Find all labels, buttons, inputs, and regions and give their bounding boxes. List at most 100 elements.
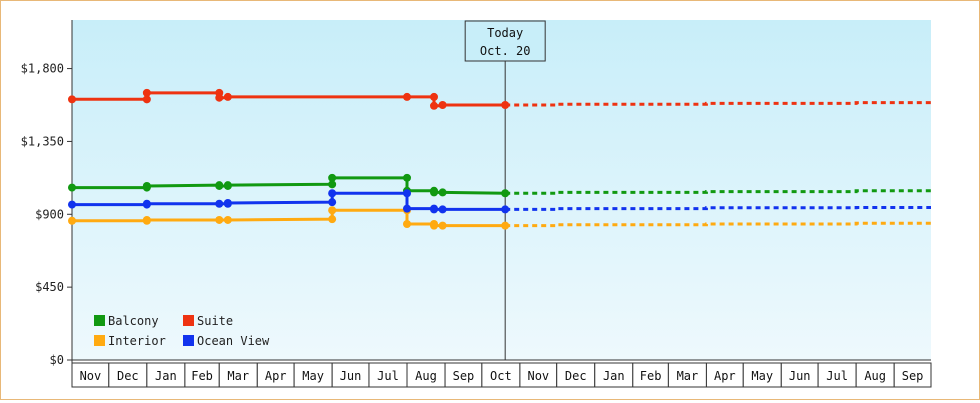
month-box (146, 362, 186, 388)
data-point-ocean-view (328, 198, 337, 207)
month-box (780, 362, 819, 388)
month-box (855, 362, 895, 388)
month-label: Mar (227, 369, 249, 383)
month-box (817, 362, 857, 388)
data-point-suite (430, 101, 439, 110)
month-label: Aug (415, 369, 437, 383)
data-point-balcony (438, 188, 447, 197)
data-point-balcony (430, 188, 439, 197)
month-label: Nov (80, 369, 102, 383)
data-point-ocean-view (403, 204, 412, 213)
data-point-ocean-view (430, 205, 439, 214)
data-point-interior (403, 220, 412, 228)
legend-label-suite: Suite (197, 314, 233, 328)
month-box (519, 362, 558, 388)
data-point-balcony (68, 183, 76, 192)
month-label: Nov (527, 369, 549, 383)
month-box (556, 362, 596, 388)
month-label: Jul (377, 369, 399, 383)
legend-swatch-balcony (94, 315, 105, 326)
today-box (464, 20, 546, 62)
legend-swatch-suite (183, 315, 194, 326)
month-box (71, 362, 110, 388)
month-label: Jan (155, 369, 177, 383)
month-box (444, 362, 483, 388)
month-box (742, 362, 782, 388)
month-label: May (302, 369, 324, 383)
y-tick-label: $450 (35, 280, 64, 294)
month-label: Jun (340, 369, 362, 383)
data-point-interior (430, 221, 439, 230)
y-tick-label: $900 (35, 207, 64, 221)
data-point-balcony (501, 189, 510, 198)
data-point-interior (142, 215, 151, 224)
month-box (368, 362, 408, 388)
month-label: Apr (714, 369, 736, 383)
y-tick-label: $1,350 (21, 134, 64, 148)
data-point-suite (223, 92, 232, 101)
series-layer (68, 88, 931, 230)
data-point-suite (403, 92, 412, 101)
month-label: Aug (864, 369, 886, 383)
y-tick-label: $1,800 (21, 62, 64, 76)
today-marker: Today Oct. 20 (464, 20, 546, 360)
data-point-interior (68, 216, 76, 225)
month-label: Apr (265, 369, 287, 383)
month-label: Feb (640, 369, 662, 383)
forecast-line-interior (505, 221, 931, 228)
data-point-ocean-view (328, 189, 337, 198)
data-point-interior (223, 215, 232, 224)
data-point-interior (215, 215, 224, 224)
forecast-line-suite (505, 101, 931, 107)
data-point-balcony (328, 180, 337, 189)
forecast-line-ocean-view (505, 206, 931, 211)
data-point-balcony (142, 181, 151, 190)
data-point-balcony (215, 181, 224, 190)
month-box (256, 362, 295, 388)
data-point-suite (68, 95, 76, 104)
forecast-line-balcony (505, 189, 931, 195)
data-point-balcony (328, 173, 337, 182)
data-point-ocean-view (438, 205, 447, 214)
data-point-interior (501, 221, 510, 230)
data-point-suite (430, 92, 439, 101)
data-point-ocean-view (68, 200, 76, 209)
data-point-balcony (403, 173, 412, 182)
legend-swatch-ocean-view (183, 335, 194, 346)
x-axis: Nov Dec Jan Feb Mar Apr May Jun Jul Aug Sep Oct Nov D… (71, 359, 932, 388)
data-point-ocean-view (501, 205, 510, 214)
month-label: May (751, 369, 773, 383)
today-date-label: Oct. 20 (480, 44, 531, 58)
plot-background (72, 20, 931, 360)
data-point-ocean-view (223, 198, 232, 207)
data-point-ocean-view (142, 199, 151, 208)
data-point-ocean-view (403, 189, 412, 198)
data-point-interior (328, 206, 337, 215)
y-axis: $0 $450 $900 $1,350 $1,800 (21, 20, 73, 367)
month-box (667, 362, 707, 388)
legend-label-interior: Interior (108, 334, 166, 348)
data-point-suite (142, 88, 151, 97)
legend-label-balcony: Balcony (108, 314, 159, 328)
month-label: Dec (117, 369, 139, 383)
month-label: Jun (789, 369, 811, 383)
month-label: Jan (603, 369, 625, 383)
legend-swatch-interior (94, 335, 105, 346)
month-box (108, 362, 148, 388)
data-point-suite (501, 101, 510, 109)
data-point-suite (438, 101, 447, 109)
month-box (632, 362, 669, 388)
y-tick-label: $0 (50, 353, 64, 367)
data-point-suite (142, 95, 151, 104)
month-box (218, 362, 258, 388)
data-point-balcony (223, 181, 232, 190)
month-box (184, 362, 220, 388)
month-label: Feb (191, 369, 213, 383)
data-point-interior (328, 215, 337, 224)
data-point-suite (215, 93, 224, 102)
legend-label-ocean-view: Ocean View (197, 334, 270, 348)
legend: Balcony Suite Interior Ocean View (94, 314, 270, 348)
month-label: Mar (677, 369, 699, 383)
